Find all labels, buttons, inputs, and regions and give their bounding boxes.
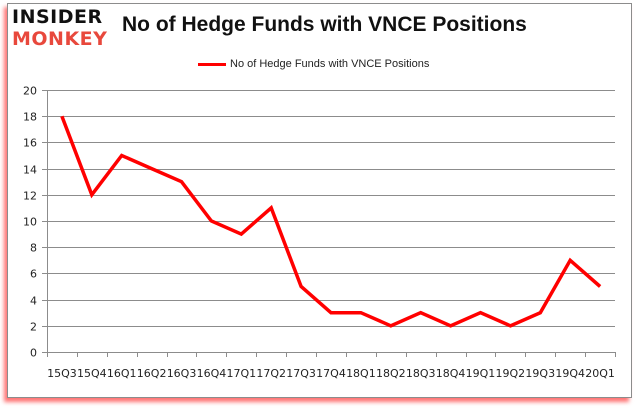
x-tick-label: 16Q1: [107, 367, 137, 380]
chart-legend: No of Hedge Funds with VNCE Positions: [198, 57, 429, 71]
legend-label: No of Hedge Funds with VNCE Positions: [230, 58, 430, 70]
x-tick-label: 15Q4: [77, 367, 107, 380]
x-tick-label: 16Q3: [167, 367, 197, 380]
legend-line-swatch-icon: [198, 62, 226, 66]
x-tick-label: 19Q3: [525, 367, 555, 380]
y-tick-label: 12: [23, 190, 37, 203]
x-tick-label: 16Q2: [137, 367, 167, 380]
chart-title: No of Hedge Funds with VNCE Positions: [122, 13, 527, 36]
x-tick-label: 19Q4: [555, 367, 585, 380]
y-tick-label: 0: [30, 347, 37, 360]
insider-monkey-logo: INSIDER MONKEY: [12, 6, 117, 52]
x-tick-label: 19Q2: [496, 367, 526, 380]
y-tick-label: 16: [23, 137, 37, 150]
logo-line-2: MONKEY: [12, 28, 108, 50]
x-tick-label: 18Q1: [346, 367, 376, 380]
x-tick-label: 17Q1: [226, 367, 256, 380]
y-tick-label: 6: [30, 268, 37, 281]
x-tick-label: 17Q4: [316, 367, 346, 380]
logo-line-1: INSIDER: [12, 6, 103, 28]
y-tick-label: 4: [30, 295, 37, 308]
x-tick-label: 17Q3: [286, 367, 316, 380]
x-tick-label: 15Q3: [47, 367, 77, 380]
y-tick-label: 18: [23, 111, 37, 124]
x-tick-label: 18Q3: [406, 367, 436, 380]
chart-frame: [7, 3, 632, 398]
y-tick-label: 2: [30, 321, 37, 334]
x-tick-label: 19Q1: [466, 367, 496, 380]
y-tick-label: 14: [23, 164, 37, 177]
x-tick-label: 17Q2: [256, 367, 286, 380]
x-tick-label: 18Q2: [376, 367, 406, 380]
y-tick-label: 10: [23, 216, 37, 229]
x-tick-label: 20Q1: [585, 367, 615, 380]
y-tick-label: 20: [23, 85, 37, 98]
y-tick-label: 8: [30, 242, 37, 255]
x-tick-label: 18Q4: [436, 367, 466, 380]
x-tick-label: 16Q4: [197, 367, 227, 380]
series-line: [60, 115, 602, 328]
